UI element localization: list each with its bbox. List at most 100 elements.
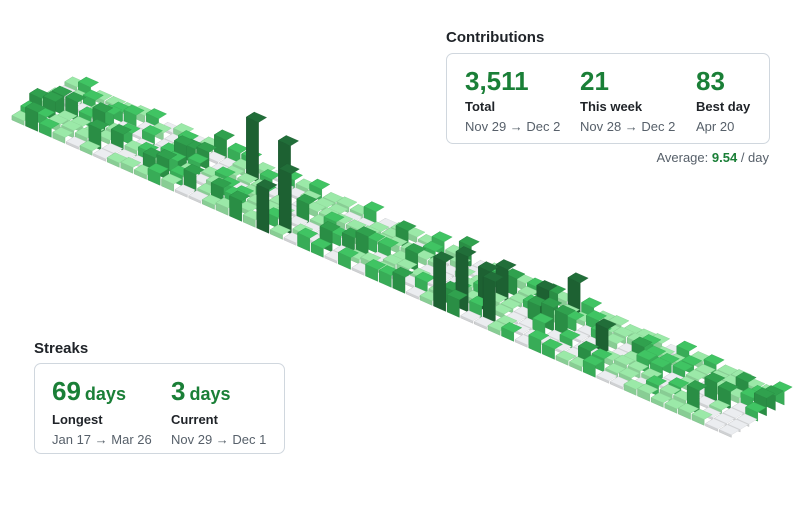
stat-this-week: 21 This week Nov 28 → Dec 2: [580, 66, 675, 134]
day-column: [718, 424, 740, 438]
day-column: [297, 227, 319, 252]
stat-total-range: Nov 29 → Dec 2: [465, 119, 561, 134]
day-column-top-face: [42, 91, 64, 102]
day-column-top-face: [691, 408, 713, 420]
day-column-top-face: [745, 401, 767, 413]
day-column: [256, 179, 278, 234]
day-column-top-face: [254, 162, 276, 173]
day-column-top-face: [377, 236, 400, 248]
day-column-top-face: [61, 120, 83, 131]
day-column-top-face: [532, 312, 554, 324]
day-column-top-face: [355, 226, 377, 237]
day-column-top-face: [637, 383, 659, 395]
day-column-top-face: [559, 329, 581, 341]
day-column-top-face: [323, 211, 345, 223]
day-column: [555, 350, 577, 366]
day-column-top-face: [309, 178, 331, 190]
day-column-top-face: [120, 156, 142, 168]
day-column-top-face: [277, 135, 300, 147]
stat-total-value: 3,511: [465, 66, 529, 96]
day-column: [337, 247, 360, 270]
day-column-top-face: [677, 402, 700, 414]
day-column: [174, 184, 196, 198]
day-column-top-face: [627, 360, 649, 372]
day-column: [482, 271, 504, 325]
stat-this-week-range: Nov 28 → Dec 2: [580, 119, 676, 134]
day-column: [704, 372, 726, 404]
day-column-top-face: [631, 336, 653, 348]
stat-best-day: 83 Best day Apr 20: [696, 66, 750, 134]
day-column-top-face: [214, 166, 236, 178]
longest-streak-value: 69: [52, 376, 81, 406]
day-column-top-face: [704, 372, 726, 384]
day-column-top-face: [541, 297, 563, 309]
longest-streak-range: Jan 17 → Mar 26: [52, 432, 152, 447]
day-column-top-face: [205, 151, 227, 163]
day-column-front-face: [279, 168, 292, 235]
day-column-top-face: [213, 129, 236, 141]
day-column-top-face: [52, 126, 74, 138]
day-column-top-face: [229, 190, 251, 202]
day-column: [650, 392, 672, 408]
day-column: [460, 310, 482, 324]
day-column-top-face: [269, 224, 292, 236]
day-column-top-face: [713, 412, 736, 424]
day-column: [664, 398, 686, 414]
average-suffix: / day: [740, 150, 769, 165]
day-column-top-face: [541, 338, 564, 350]
day-column: [147, 163, 169, 186]
day-column-top-face: [101, 142, 124, 154]
day-column-top-face: [395, 220, 417, 232]
day-column-front-face: [256, 184, 270, 234]
day-column-top-face: [77, 76, 100, 88]
day-column: [691, 408, 713, 426]
day-column: [213, 129, 236, 160]
day-column: [141, 124, 164, 147]
day-column-top-face: [245, 111, 268, 123]
day-column: [392, 266, 414, 294]
day-column: [88, 118, 110, 151]
day-column-top-face: [718, 424, 740, 436]
current-streak-label: Current: [171, 412, 218, 427]
day-column-top-face: [500, 298, 522, 310]
day-column-top-face: [641, 368, 663, 379]
day-column-top-face: [51, 85, 73, 97]
current-streak-value: 3: [171, 376, 186, 406]
day-column-top-face: [422, 241, 444, 252]
day-column-top-face: [668, 377, 690, 389]
day-column-top-face: [649, 356, 672, 368]
day-column: [52, 126, 74, 144]
stat-this-week-value: 21: [580, 66, 609, 96]
average-per-day: Average: 9.54 / day: [656, 150, 769, 165]
day-column-top-face: [433, 251, 455, 263]
longest-streak-unit: days: [84, 384, 126, 404]
day-column-top-face: [25, 101, 47, 113]
day-column-top-face: [297, 227, 319, 239]
day-column-top-face: [495, 259, 517, 271]
contributions-title: Contributions: [446, 29, 545, 46]
day-column-top-face: [636, 349, 658, 361]
day-column-top-face: [604, 333, 626, 345]
day-column-top-face: [685, 369, 708, 381]
day-column-top-face: [753, 387, 776, 399]
stat-best-day-label: Best day: [696, 99, 751, 114]
day-column-top-face: [491, 303, 513, 315]
day-column: [65, 136, 88, 150]
day-column: [365, 259, 387, 282]
day-column: [473, 316, 496, 330]
day-column-front-face: [483, 276, 496, 325]
day-column: [433, 251, 455, 312]
day-column-top-face: [694, 363, 716, 375]
day-column: [446, 289, 468, 318]
day-column-top-face: [455, 246, 477, 258]
day-column-top-face: [727, 418, 749, 430]
day-column: [106, 152, 128, 168]
day-column-top-face: [147, 163, 169, 174]
day-column-top-face: [161, 173, 183, 185]
day-column-top-face: [482, 271, 504, 283]
day-column-top-face: [88, 119, 110, 130]
day-column: [677, 402, 700, 420]
day-column: [559, 329, 581, 349]
stat-total-label: Total: [465, 99, 496, 114]
average-prefix: Average:: [656, 150, 709, 165]
